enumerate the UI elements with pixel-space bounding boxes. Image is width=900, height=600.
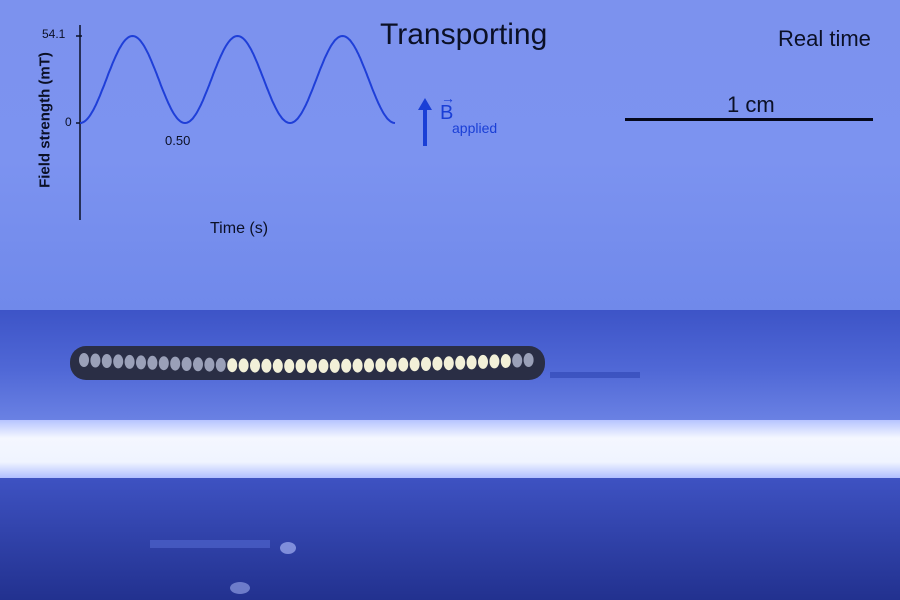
inset-plot: [76, 25, 396, 220]
robot-segment: [466, 355, 477, 370]
robot-segment: [523, 353, 534, 367]
base-plate: [0, 478, 900, 600]
robot-segment: [443, 356, 454, 371]
plot-x-tick-label: 0.50: [165, 133, 191, 148]
robot-segment: [101, 354, 112, 368]
robot-segment: [500, 354, 511, 368]
robot-segment: [329, 358, 340, 373]
robot-segment: [147, 355, 158, 370]
plot-y-tick-top-label: 54.1: [42, 27, 66, 41]
robot-segment: [398, 357, 409, 372]
robot-segment: [307, 359, 317, 373]
robot-segment: [318, 359, 329, 373]
vector-arrow-mark: →: [441, 90, 455, 106]
robot-segment: [421, 357, 431, 371]
bottom-reflection: [280, 542, 296, 554]
scale-bar-label: 1 cm: [727, 92, 775, 117]
plot-x-axis-label: Time (s): [210, 220, 269, 237]
robot-segment: [489, 354, 500, 369]
robot-segment: [432, 356, 443, 371]
robot-segment: [158, 356, 169, 371]
robot-segment: [512, 353, 523, 368]
field-direction-arrow-icon: [418, 98, 432, 146]
title: Transporting: [380, 18, 548, 51]
robot-segment: [284, 359, 295, 373]
robot-segment: [455, 355, 466, 370]
robot-segment: [193, 357, 203, 372]
background-wall: [0, 0, 900, 320]
robot-segment: [478, 354, 488, 369]
field-subscript: applied: [452, 120, 498, 136]
plot-y-axis-label: Field strength (mT): [36, 52, 54, 188]
robot-segment: [341, 358, 352, 373]
robot-segment: [181, 357, 192, 371]
robot-segment: [113, 354, 124, 369]
magnetic-robot: [70, 346, 545, 380]
robot-segment: [90, 353, 101, 368]
robot-segment: [215, 357, 226, 372]
robot-shadow: [550, 372, 640, 378]
robot-segment: [409, 357, 420, 372]
robot-segment: [238, 358, 249, 373]
field-waveform: [79, 34, 396, 125]
robot-segment: [250, 358, 260, 373]
field-symbol: B: [440, 102, 454, 124]
robot-segment: [295, 359, 306, 373]
playback-mode-label: Real time: [778, 26, 871, 51]
robot-segment: [79, 353, 89, 367]
robot-segment: [386, 357, 397, 372]
light-strip: [0, 420, 900, 480]
robot-segment: [136, 355, 146, 370]
robot-segment: [227, 358, 238, 373]
plot-y-tick-zero-label: 0: [65, 115, 72, 129]
robot-segment: [261, 358, 272, 373]
robot-segment: [124, 354, 135, 369]
robot-segment: [170, 356, 181, 371]
robot-segment: [272, 358, 283, 373]
scale-bar: [625, 118, 873, 121]
robot-segment: [204, 357, 215, 372]
robot-segment: [375, 358, 386, 373]
robot-segment: [364, 358, 374, 373]
bottom-object: [150, 540, 270, 548]
bottom-reflection: [230, 582, 250, 594]
robot-segment: [352, 358, 363, 373]
